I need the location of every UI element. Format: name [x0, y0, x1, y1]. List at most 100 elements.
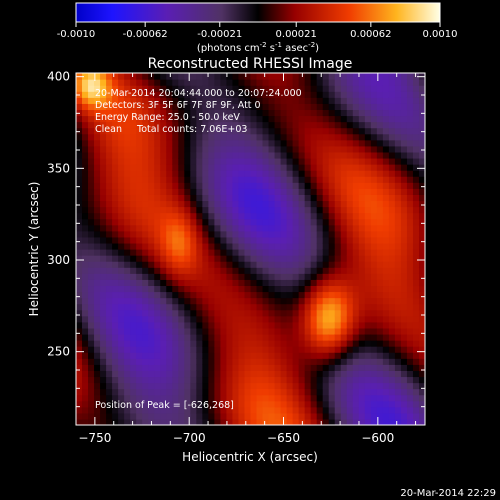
heatmap-cell: [100, 303, 107, 311]
heatmap-cell: [370, 309, 378, 317]
heatmap-cell: [400, 297, 408, 305]
heatmap-cell: [316, 327, 324, 335]
heatmap-cell: [202, 230, 209, 238]
heatmap-cell: [310, 127, 318, 135]
colorbar-tick-label: 0.00021: [276, 29, 317, 40]
heatmap-cell: [112, 315, 119, 323]
heatmap-cell: [412, 309, 420, 317]
heatmap-cell: [328, 127, 336, 135]
heatmap-cell: [226, 170, 234, 177]
heatmap-cell: [298, 97, 306, 104]
heatmap-cell: [352, 103, 360, 111]
heatmap-cell: [172, 230, 179, 238]
heatmap-cell: [148, 121, 155, 129]
heatmap-cell: [370, 291, 378, 299]
heatmap-cell: [328, 388, 336, 396]
heatmap-cell: [136, 145, 143, 153]
heatmap-cell: [160, 352, 167, 359]
heatmap-cell: [334, 340, 342, 347]
heatmap-cell: [136, 242, 143, 250]
heatmap-cell: [88, 352, 95, 359]
heatmap-cell: [118, 218, 125, 226]
heatmap-cell: [130, 200, 137, 208]
heatmap-cell: [220, 249, 228, 256]
heatmap-cell: [166, 200, 173, 208]
heatmap-cell: [346, 133, 354, 141]
heatmap-cell: [358, 176, 366, 183]
heatmap-cell: [418, 346, 425, 353]
heatmap-cell: [304, 388, 312, 396]
heatmap-cell: [190, 157, 197, 165]
heatmap-cell: [94, 315, 101, 323]
heatmap-cell: [232, 406, 240, 414]
heatmap-cell: [286, 115, 294, 123]
heatmap-cell: [370, 109, 378, 117]
heatmap-cell: [310, 346, 318, 353]
heatmap-cell: [232, 194, 240, 202]
heatmap-cell: [208, 279, 215, 287]
heatmap-cell: [160, 327, 167, 335]
heatmap-cell: [220, 236, 228, 244]
heatmap-cell: [226, 139, 234, 147]
heatmap-cell: [154, 224, 161, 232]
heatmap-cell: [202, 321, 209, 329]
heatmap-cell: [298, 121, 306, 129]
heatmap-cell: [250, 73, 258, 80]
heatmap-cell: [406, 249, 414, 256]
heatmap-cell: [220, 182, 228, 189]
heatmap-cell: [256, 188, 264, 195]
heatmap-cell: [274, 176, 282, 183]
heatmap-cell: [352, 406, 360, 414]
heatmap-cell: [202, 303, 209, 311]
heatmap-cell: [196, 394, 203, 402]
heatmap-cell: [190, 364, 197, 371]
heatmap-cell: [142, 267, 149, 274]
heatmap-cell: [106, 218, 113, 226]
heatmap-cell: [220, 364, 228, 371]
heatmap-cell: [208, 242, 215, 250]
heatmap-cell: [208, 212, 215, 220]
heatmap-cell: [130, 346, 137, 353]
heatmap-cell: [400, 145, 408, 153]
heatmap-cell: [220, 115, 228, 123]
heatmap-cell: [400, 267, 408, 274]
heatmap-cell: [136, 273, 143, 280]
heatmap-cell: [418, 242, 425, 250]
heatmap-cell: [370, 370, 378, 378]
heatmap-cell: [178, 297, 185, 305]
heatmap-cell: [238, 242, 246, 250]
heatmap-cell: [406, 418, 414, 425]
heatmap-cell: [184, 267, 191, 274]
heatmap-cell: [310, 79, 318, 86]
heatmap-cell: [268, 394, 276, 402]
heatmap-cell: [106, 267, 113, 274]
heatmap-cell: [100, 400, 107, 408]
heatmap-cell: [322, 364, 330, 371]
heatmap-cell: [232, 388, 240, 396]
heatmap-cell: [322, 327, 330, 335]
heatmap-cell: [298, 291, 306, 299]
heatmap-cell: [118, 297, 125, 305]
heatmap-cell: [340, 115, 348, 123]
heatmap-cell: [112, 321, 119, 329]
heatmap-cell: [358, 388, 366, 396]
heatmap-cell: [328, 176, 336, 183]
heatmap-cell: [334, 230, 342, 238]
heatmap-cell: [298, 327, 306, 335]
heatmap-cell: [166, 273, 173, 280]
heatmap-cell: [178, 176, 185, 183]
heatmap-cell: [316, 230, 324, 238]
heatmap-cell: [358, 170, 366, 177]
heatmap-cell: [400, 376, 408, 384]
heatmap-cell: [346, 394, 354, 402]
heatmap-cell: [388, 352, 396, 359]
heatmap-cell: [250, 127, 258, 135]
heatmap-cell: [136, 370, 143, 378]
heatmap-cell: [262, 279, 270, 287]
heatmap-cell: [130, 230, 137, 238]
heatmap-cell: [244, 249, 252, 256]
heatmap-cell: [262, 340, 270, 347]
heatmap-cell: [256, 97, 264, 104]
heatmap-cell: [178, 206, 185, 214]
heatmap-cell: [328, 406, 336, 414]
